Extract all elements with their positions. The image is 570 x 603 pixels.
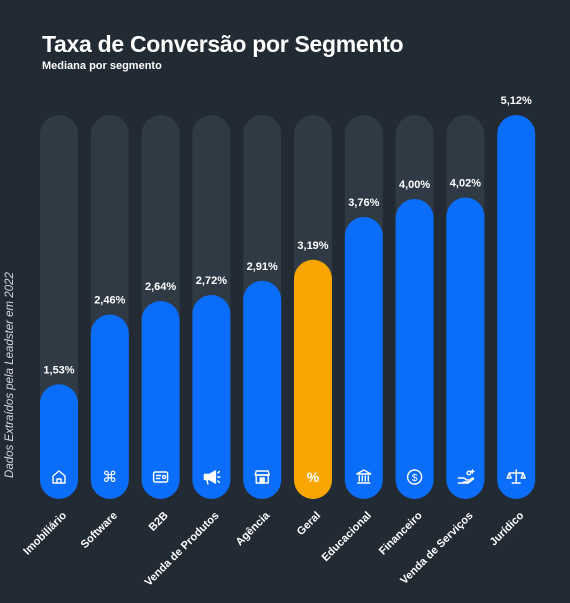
bar <box>192 295 231 499</box>
data-label: 4,02% <box>450 178 481 190</box>
data-label: 3,76% <box>348 197 379 209</box>
svg-text:⌘: ⌘ <box>102 468 117 486</box>
bar <box>40 384 78 499</box>
bar <box>243 280 282 499</box>
chart-title: Taxa de Conversão por Segmento <box>42 31 404 57</box>
category-label: Educacional <box>320 510 374 564</box>
data-label: 1,53% <box>43 364 74 376</box>
category-label: Agência <box>234 509 273 548</box>
bar <box>344 217 383 499</box>
bar <box>294 259 332 499</box>
chart-subtitle: Mediana por segmento <box>42 60 162 72</box>
data-label: 3,19% <box>297 240 328 252</box>
bar <box>446 197 485 499</box>
bar <box>141 301 180 499</box>
data-label: 4,00% <box>399 179 430 191</box>
storefront-icon <box>254 470 270 484</box>
house-icon <box>52 470 66 484</box>
hand-service-icon <box>457 469 475 484</box>
id-card-icon <box>152 471 169 483</box>
category-label: Jurídico <box>488 509 527 548</box>
megaphone-icon <box>203 470 221 485</box>
category-label: Geral <box>295 510 323 538</box>
bar <box>497 115 536 499</box>
svg-text:$: $ <box>412 473 418 484</box>
percent-icon: % <box>307 469 320 485</box>
category-label: Software <box>79 510 120 551</box>
data-label: 2,46% <box>94 295 125 307</box>
institution-icon <box>356 469 372 484</box>
dollar-coin-icon: $ <box>406 469 423 485</box>
data-label: 2,64% <box>145 281 176 293</box>
data-label: 2,72% <box>196 275 227 287</box>
data-label: 5,12% <box>501 95 532 107</box>
command-icon: ⌘ <box>102 468 117 486</box>
bar <box>90 314 129 499</box>
svg-text:%: % <box>307 469 320 485</box>
category-label: Imobiliário <box>21 509 69 557</box>
category-label: B2B <box>147 510 171 534</box>
category-label: Financeiro <box>377 509 425 557</box>
data-label: 2,91% <box>247 261 278 273</box>
scales-icon <box>506 469 526 484</box>
bar <box>395 199 434 499</box>
